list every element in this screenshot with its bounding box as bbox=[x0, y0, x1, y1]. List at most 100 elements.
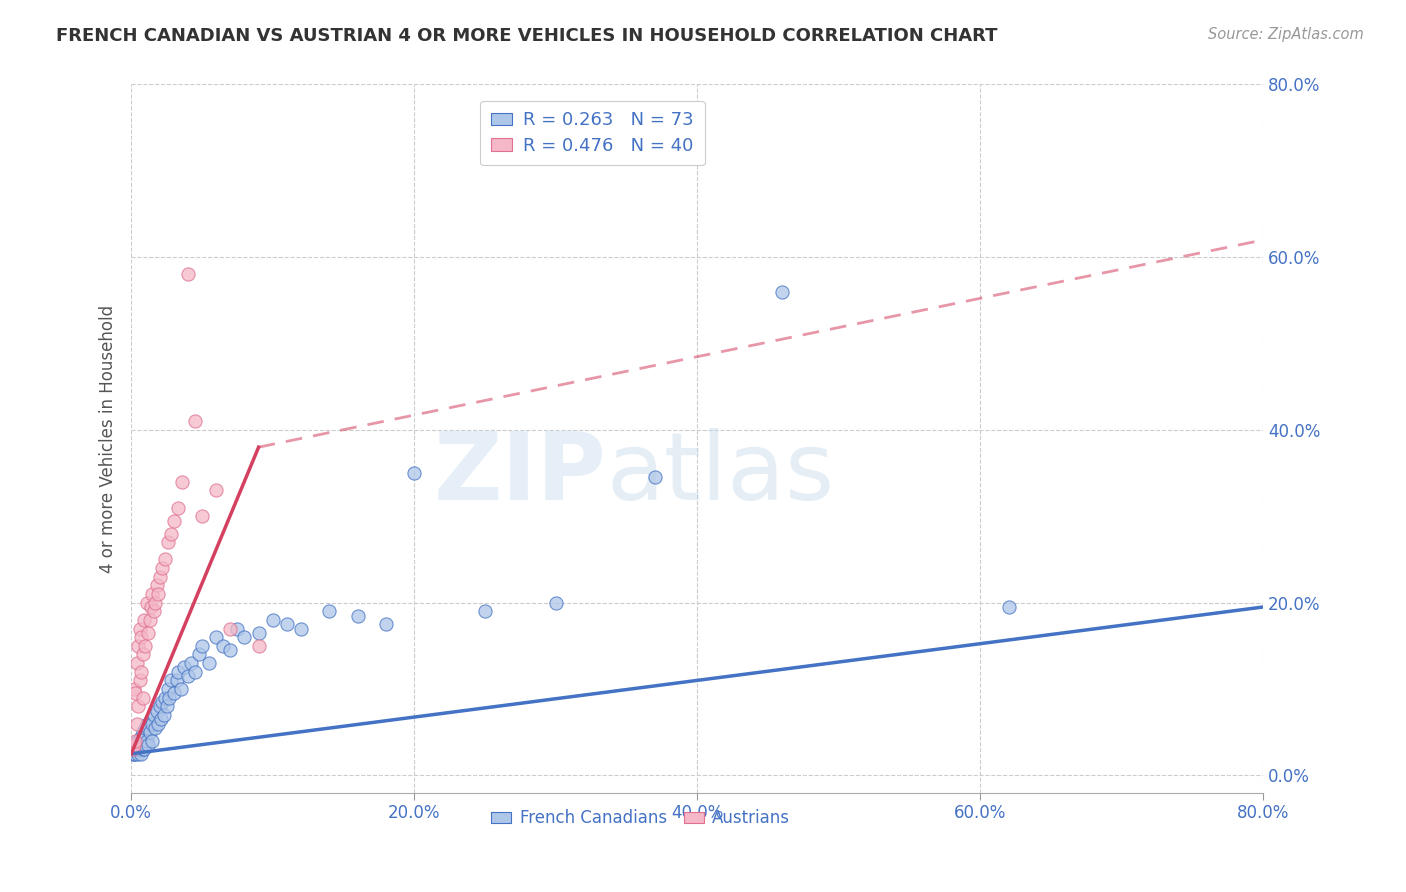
Point bbox=[121, 742, 143, 756]
Point bbox=[318, 604, 340, 618]
Point bbox=[136, 738, 159, 752]
Point bbox=[149, 712, 172, 726]
Point bbox=[276, 617, 298, 632]
Point bbox=[167, 500, 190, 515]
Point bbox=[157, 681, 180, 696]
Point bbox=[132, 730, 155, 744]
Point bbox=[128, 742, 150, 756]
Point bbox=[135, 734, 157, 748]
Point bbox=[346, 608, 368, 623]
Point bbox=[141, 587, 163, 601]
Point bbox=[163, 686, 186, 700]
Point bbox=[129, 665, 152, 679]
Point bbox=[644, 470, 666, 484]
Point bbox=[191, 509, 214, 524]
Point bbox=[136, 721, 159, 735]
Point bbox=[148, 570, 170, 584]
Point bbox=[163, 514, 186, 528]
Point bbox=[132, 613, 155, 627]
Point bbox=[122, 747, 145, 761]
Point bbox=[124, 734, 146, 748]
Point bbox=[131, 742, 153, 756]
Point bbox=[143, 721, 166, 735]
Point bbox=[148, 699, 170, 714]
Point bbox=[247, 639, 270, 653]
Point bbox=[127, 747, 149, 761]
Point bbox=[124, 747, 146, 761]
Y-axis label: 4 or more Vehicles in Household: 4 or more Vehicles in Household bbox=[100, 304, 117, 573]
Point bbox=[212, 639, 235, 653]
Point bbox=[128, 622, 150, 636]
Point bbox=[177, 268, 200, 282]
Point bbox=[157, 535, 180, 549]
Point bbox=[770, 285, 793, 299]
Point bbox=[135, 596, 157, 610]
Point bbox=[155, 690, 177, 705]
Point bbox=[134, 639, 156, 653]
Point bbox=[997, 599, 1019, 614]
Point bbox=[129, 738, 152, 752]
Point bbox=[180, 656, 202, 670]
Point bbox=[156, 699, 179, 714]
Point bbox=[173, 660, 195, 674]
Point bbox=[205, 483, 228, 498]
Point bbox=[143, 596, 166, 610]
Point bbox=[131, 690, 153, 705]
Point bbox=[184, 414, 207, 428]
Point bbox=[129, 730, 152, 744]
Point bbox=[247, 626, 270, 640]
Point bbox=[404, 466, 426, 480]
Point bbox=[138, 725, 160, 739]
Point bbox=[166, 673, 188, 688]
Point bbox=[146, 587, 169, 601]
Text: ZIP: ZIP bbox=[434, 428, 607, 520]
Point bbox=[160, 673, 183, 688]
Point bbox=[135, 716, 157, 731]
Text: atlas: atlas bbox=[607, 428, 835, 520]
Point bbox=[129, 747, 152, 761]
Point bbox=[226, 622, 249, 636]
Point bbox=[145, 704, 167, 718]
Point bbox=[125, 716, 148, 731]
Point bbox=[170, 681, 193, 696]
Point bbox=[159, 690, 181, 705]
Point bbox=[191, 639, 214, 653]
Point bbox=[219, 622, 242, 636]
Point bbox=[184, 665, 207, 679]
Point bbox=[152, 707, 174, 722]
Point bbox=[124, 738, 146, 752]
Point bbox=[136, 626, 159, 640]
Point bbox=[131, 734, 153, 748]
Point bbox=[155, 552, 177, 566]
Point bbox=[127, 639, 149, 653]
Point bbox=[172, 475, 194, 489]
Point bbox=[127, 699, 149, 714]
Point bbox=[145, 578, 167, 592]
Point bbox=[128, 673, 150, 688]
Point bbox=[122, 742, 145, 756]
Point bbox=[205, 630, 228, 644]
Point bbox=[132, 742, 155, 756]
Point bbox=[139, 712, 162, 726]
Text: FRENCH CANADIAN VS AUSTRIAN 4 OR MORE VEHICLES IN HOUSEHOLD CORRELATION CHART: FRENCH CANADIAN VS AUSTRIAN 4 OR MORE VE… bbox=[56, 27, 998, 45]
Point bbox=[134, 738, 156, 752]
Point bbox=[167, 665, 190, 679]
Point bbox=[150, 695, 173, 709]
Point bbox=[125, 656, 148, 670]
Point bbox=[233, 630, 256, 644]
Point bbox=[125, 734, 148, 748]
Point bbox=[198, 656, 221, 670]
Point bbox=[290, 622, 312, 636]
Point bbox=[124, 742, 146, 756]
Text: Source: ZipAtlas.com: Source: ZipAtlas.com bbox=[1208, 27, 1364, 42]
Point bbox=[142, 707, 165, 722]
Point bbox=[219, 643, 242, 657]
Point bbox=[131, 725, 153, 739]
Point bbox=[127, 734, 149, 748]
Point bbox=[177, 669, 200, 683]
Point bbox=[142, 604, 165, 618]
Point bbox=[141, 716, 163, 731]
Point bbox=[474, 604, 496, 618]
Point bbox=[138, 613, 160, 627]
Point bbox=[262, 613, 284, 627]
